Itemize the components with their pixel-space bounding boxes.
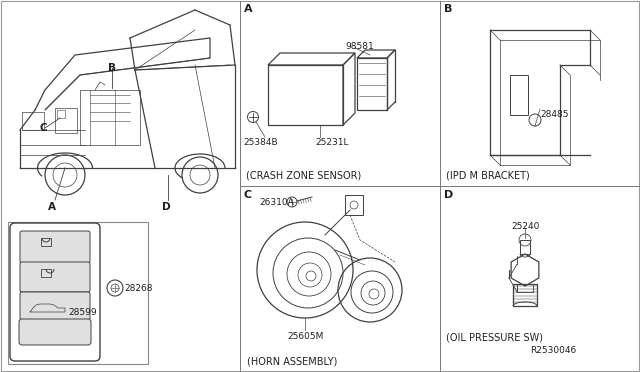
- Text: D: D: [162, 202, 171, 212]
- Text: A: A: [244, 4, 253, 14]
- Text: 98581: 98581: [345, 42, 374, 51]
- FancyBboxPatch shape: [20, 231, 90, 263]
- Text: 28485: 28485: [540, 110, 568, 119]
- Bar: [520, 240, 530, 254]
- Bar: [22, 112, 44, 130]
- Text: (HORN ASSEMBLY): (HORN ASSEMBLY): [247, 356, 337, 366]
- Bar: [268, 65, 343, 125]
- Bar: [357, 58, 387, 110]
- Text: D: D: [444, 190, 453, 200]
- Text: 25240: 25240: [511, 222, 540, 231]
- FancyBboxPatch shape: [10, 223, 100, 361]
- Text: 28599: 28599: [68, 308, 97, 317]
- Text: A: A: [48, 202, 56, 212]
- Text: C: C: [40, 123, 47, 133]
- Text: 25384B: 25384B: [243, 138, 278, 147]
- Text: 25231L: 25231L: [315, 138, 349, 147]
- Text: (IPD M BRACKET): (IPD M BRACKET): [446, 170, 530, 180]
- Text: C: C: [244, 190, 252, 200]
- FancyBboxPatch shape: [20, 292, 90, 320]
- Bar: [513, 284, 537, 306]
- Bar: [510, 75, 528, 115]
- Text: 28268: 28268: [124, 284, 152, 293]
- Text: B: B: [444, 4, 452, 14]
- Text: (CRASH ZONE SENSOR): (CRASH ZONE SENSOR): [246, 170, 361, 180]
- Text: (OIL PRESSURE SW): (OIL PRESSURE SW): [446, 332, 543, 342]
- Bar: [345, 195, 363, 215]
- Bar: [80, 90, 140, 145]
- FancyBboxPatch shape: [20, 262, 90, 292]
- Text: R2530046: R2530046: [530, 346, 576, 355]
- Bar: [55, 108, 77, 133]
- Bar: [41, 269, 51, 277]
- Bar: [8, 222, 148, 364]
- FancyBboxPatch shape: [19, 319, 91, 345]
- Text: 26310A: 26310A: [259, 198, 294, 207]
- Text: 25605M: 25605M: [287, 332, 323, 341]
- Bar: [57, 110, 65, 118]
- Bar: [41, 238, 51, 246]
- Text: B: B: [108, 63, 116, 73]
